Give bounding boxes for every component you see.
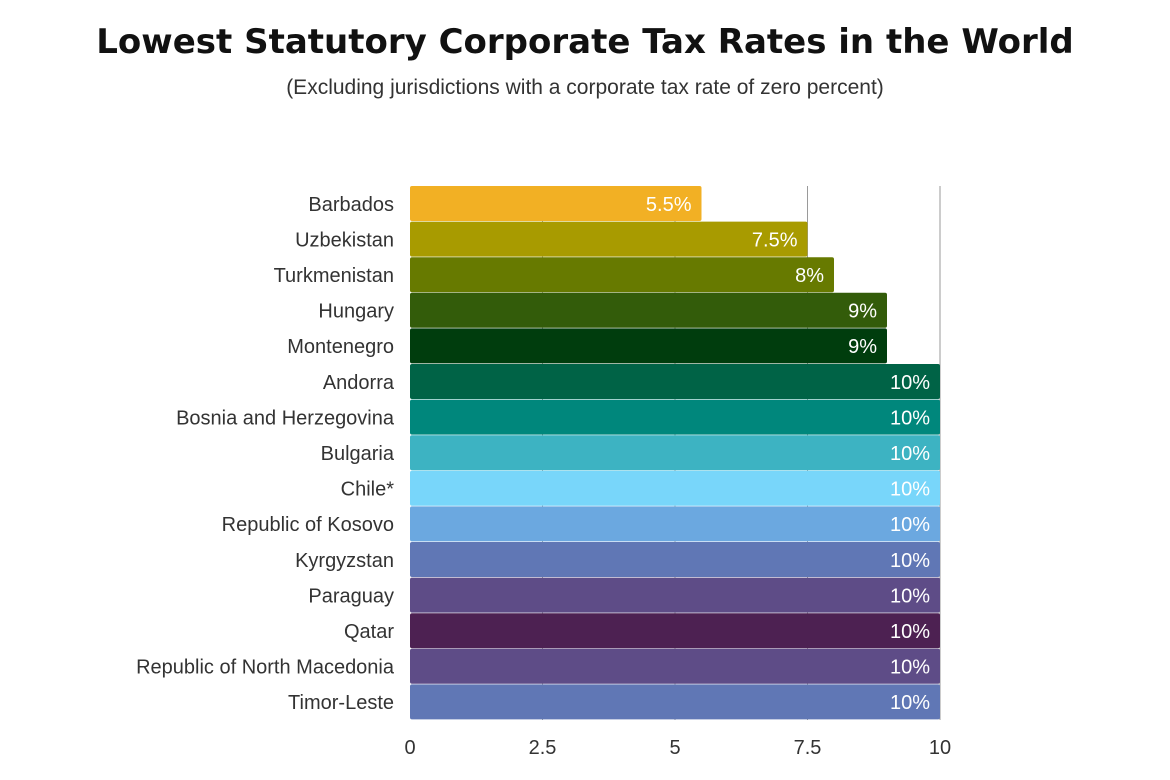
x-tick-label: 7.5: [794, 737, 822, 759]
bar-data-label: 9%: [848, 336, 877, 358]
bar: [410, 292, 887, 328]
bar-data-label: 10%: [890, 585, 930, 607]
chart-subtitle: (Excluding jurisdictions with a corporat…: [286, 76, 884, 99]
category-label: Hungary: [318, 301, 394, 323]
bar: [410, 613, 940, 649]
bar-data-label: 10%: [890, 621, 930, 643]
category-label: Andorra: [323, 372, 395, 394]
bar-data-label: 8%: [795, 265, 824, 287]
bar: [410, 506, 940, 542]
x-tick-label: 2.5: [529, 737, 557, 759]
bar-data-label: 9%: [848, 301, 877, 323]
bar: [410, 257, 834, 293]
category-label: Montenegro: [287, 336, 394, 358]
bar: [410, 399, 940, 435]
bar: [410, 542, 940, 577]
bar: [410, 470, 940, 506]
bar-data-label: 10%: [890, 657, 930, 679]
category-label: Bosnia and Herzegovina: [176, 407, 395, 429]
chart-title: Lowest Statutory Corporate Tax Rates in …: [96, 22, 1074, 62]
bar: [410, 684, 940, 720]
x-tick-label: 10: [929, 737, 951, 759]
category-label: Bulgaria: [321, 443, 395, 465]
category-label: Chile*: [341, 479, 395, 501]
bar-data-label: 7.5%: [752, 229, 798, 251]
bar-data-label: 10%: [890, 550, 930, 572]
category-label: Kyrgyzstan: [295, 550, 394, 572]
category-label: Uzbekistan: [295, 229, 394, 251]
category-label: Republic of North Macedonia: [136, 657, 395, 679]
bar: [410, 364, 940, 399]
category-label: Barbados: [308, 194, 394, 216]
bar: [410, 186, 702, 221]
bar-data-label: 10%: [890, 443, 930, 465]
bar-data-label: 10%: [890, 479, 930, 501]
x-tick-label: 5: [669, 737, 680, 759]
bar-data-label: 10%: [890, 372, 930, 394]
bar-data-label: 10%: [890, 407, 930, 429]
bar: [410, 577, 940, 613]
bar-data-label: 5.5%: [646, 194, 692, 216]
category-label: Qatar: [344, 621, 394, 643]
bar: [410, 328, 887, 364]
bar-data-label: 10%: [890, 514, 930, 536]
category-label: Turkmenistan: [274, 265, 394, 287]
bar: [410, 648, 940, 684]
bar: [410, 435, 940, 471]
x-tick-label: 0: [404, 737, 415, 759]
bar-data-label: 10%: [890, 692, 930, 714]
bar: [410, 221, 808, 257]
category-label: Republic of Kosovo: [222, 514, 394, 536]
category-label: Paraguay: [308, 585, 394, 607]
category-label: Timor-Leste: [288, 692, 394, 714]
